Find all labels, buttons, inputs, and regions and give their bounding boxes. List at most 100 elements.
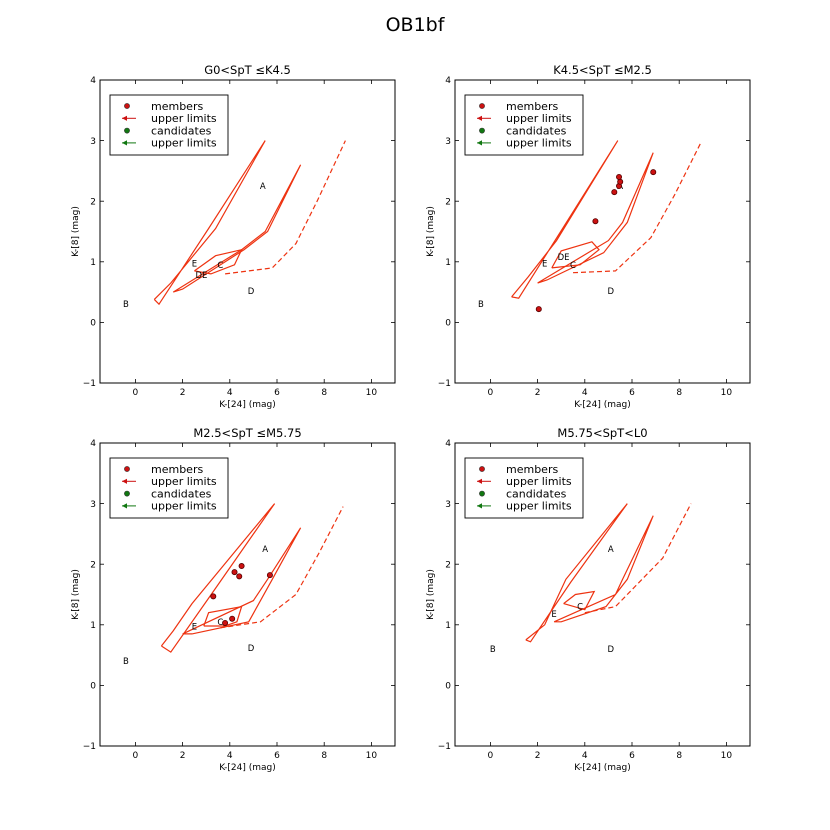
legend-marker-dot (124, 490, 130, 497)
y-tick-label: −1 (83, 379, 96, 389)
y-tick-label: 3 (90, 137, 96, 147)
legend-label: members (506, 463, 558, 476)
y-tick-label: 3 (90, 500, 96, 510)
chart-panel-bottom-left: M2.5<SpT ≤M5.75 A B C D E 0 2 4 6 8 10 −1 0 1 2 3 4 K-[24]… (71, 426, 396, 773)
x-tick-label: 6 (274, 751, 280, 761)
model-transition-outline (563, 590, 596, 611)
y-tick-label: −1 (438, 379, 451, 389)
legend-marker-arrowhead (477, 115, 482, 121)
legend-label: upper limits (151, 475, 217, 488)
region-label: DE (558, 253, 570, 263)
legend-label: candidates (151, 124, 212, 137)
x-tick-label: 6 (629, 751, 635, 761)
region-label: B (123, 657, 129, 667)
member-point (650, 169, 657, 176)
region-label: B (478, 300, 484, 310)
region-label: B (490, 645, 496, 655)
legend-marker-arrowhead (122, 140, 127, 146)
member-point (210, 593, 217, 600)
legend-marker-dot (479, 127, 485, 134)
x-axis-label: K-[24] (mag) (219, 763, 276, 773)
model-transition-outline (203, 605, 243, 627)
region-label: E (192, 260, 197, 270)
legend-label: upper limits (151, 500, 217, 513)
x-tick-label: 2 (535, 751, 541, 761)
legend-label: members (151, 100, 203, 113)
model-thick-disk-outline (511, 140, 619, 299)
y-tick-label: −1 (438, 742, 451, 752)
x-tick-label: 8 (676, 751, 682, 761)
x-axis-label: K-[24] (mag) (574, 763, 631, 773)
legend-label: upper limits (151, 137, 217, 150)
legend-label: members (151, 463, 203, 476)
y-tick-label: 4 (445, 439, 451, 449)
y-tick-label: 1 (445, 258, 451, 268)
plot-frame (99, 79, 396, 384)
y-axis-label: K-[8] (mag) (426, 569, 436, 620)
member-point (222, 619, 229, 626)
x-tick-label: 0 (488, 751, 494, 761)
x-tick-label: 4 (227, 388, 233, 398)
y-tick-label: 3 (445, 137, 451, 147)
x-tick-label: 0 (488, 388, 494, 398)
model-transition-outline (551, 241, 600, 269)
y-tick-label: 4 (90, 76, 96, 86)
y-tick-label: 0 (445, 319, 451, 329)
region-label: C (217, 261, 223, 271)
model-debris-disk-line (225, 140, 346, 275)
x-tick-label: 2 (180, 751, 186, 761)
x-axis-label: K-[24] (mag) (574, 400, 631, 410)
y-axis-label: K-[8] (mag) (426, 206, 436, 257)
y-axis-label: K-[8] (mag) (71, 206, 81, 257)
plot-frame (99, 442, 396, 747)
region-label: C (217, 618, 223, 628)
legend-marker-dot (124, 103, 130, 109)
y-tick-label: 3 (445, 500, 451, 510)
model-thin-disk-outline (537, 152, 654, 284)
member-point (611, 189, 618, 196)
panel-title: M5.75<SpT<L0 (557, 426, 647, 440)
x-tick-label: 4 (582, 388, 588, 398)
x-tick-label: 2 (535, 388, 541, 398)
legend-label: members (506, 100, 558, 113)
x-tick-label: 8 (321, 751, 327, 761)
legend-label: candidates (151, 487, 212, 500)
legend-marker-arrowhead (477, 140, 482, 146)
x-tick-label: 8 (676, 388, 682, 398)
x-tick-label: 0 (133, 388, 139, 398)
member-point (229, 615, 236, 622)
member-point (266, 572, 273, 579)
y-tick-label: 4 (445, 76, 451, 86)
model-thin-disk-outline (172, 164, 302, 293)
region-label: A (608, 545, 614, 555)
legend-label: upper limits (506, 112, 572, 125)
legend-marker-arrowhead (477, 503, 482, 509)
region-label: B (123, 300, 129, 310)
plot-frame (454, 79, 751, 384)
x-tick-label: 4 (582, 751, 588, 761)
y-tick-label: 2 (445, 197, 451, 207)
region-label: E (551, 610, 556, 620)
x-axis-label: K-[24] (mag) (219, 400, 276, 410)
member-point (592, 218, 599, 225)
legend-marker-arrowhead (122, 503, 127, 509)
x-tick-label: 2 (180, 388, 186, 398)
panel-title: K4.5<SpT ≤M2.5 (553, 63, 652, 77)
panel-title: G0<SpT ≤K4.5 (204, 63, 291, 77)
legend-label: upper limits (151, 112, 217, 125)
member-point (231, 569, 238, 576)
region-label: A (262, 545, 268, 555)
legend-marker-arrowhead (122, 478, 127, 484)
model-thin-disk-outline (182, 527, 302, 635)
y-tick-label: 0 (90, 319, 96, 329)
y-tick-label: 1 (90, 621, 96, 631)
legend-label: upper limits (506, 137, 572, 150)
region-label: D (248, 644, 255, 654)
x-tick-label: 10 (366, 751, 378, 761)
y-tick-label: 0 (90, 682, 96, 692)
region-label: C (570, 261, 576, 271)
plot-frame (454, 442, 751, 747)
